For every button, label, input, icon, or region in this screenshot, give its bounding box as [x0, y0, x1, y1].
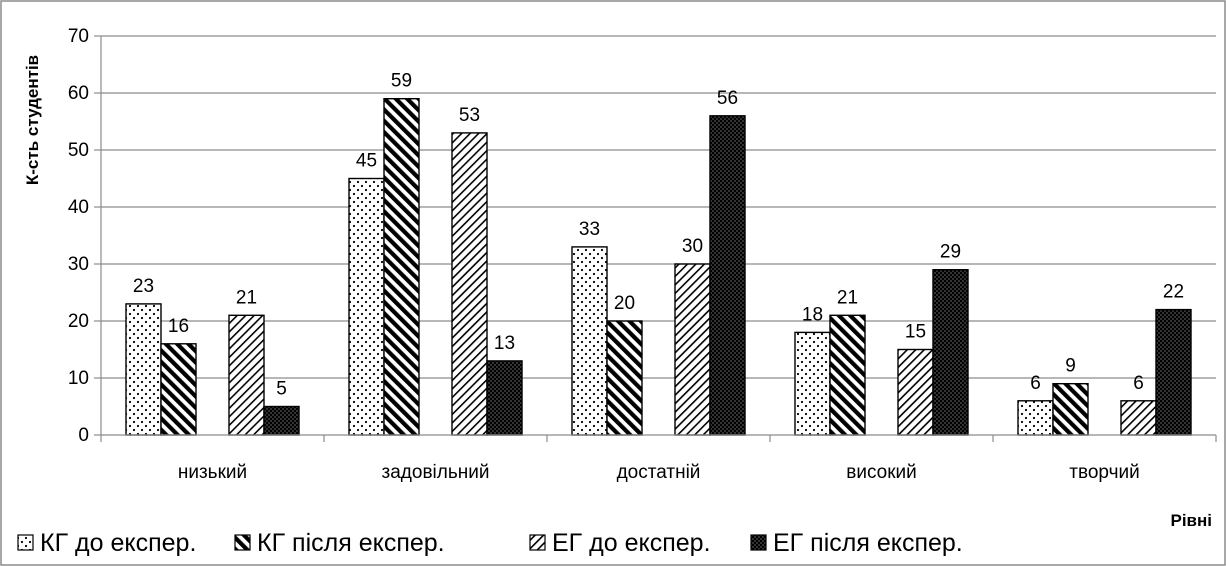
legend-label-eg-after: ЕГ після експер. [773, 529, 963, 557]
data-label: 21 [236, 287, 257, 308]
legend-swatch-eg-before [529, 534, 546, 551]
data-label: 20 [614, 293, 635, 314]
data-label: 33 [579, 219, 600, 240]
data-label: 53 [459, 105, 480, 126]
x-tick-label: високий [846, 462, 917, 483]
legend-swatch-kg-after [234, 534, 251, 551]
data-label: 15 [905, 322, 926, 343]
y-tick-label: 40 [68, 197, 89, 218]
bar-kg-before [571, 246, 608, 436]
y-tick-label: 70 [68, 26, 89, 47]
data-label: 18 [802, 304, 823, 325]
bar-eg-after [486, 360, 523, 436]
y-tick-label: 50 [68, 140, 89, 161]
data-label: 45 [356, 151, 377, 172]
bar-kg-after [1052, 383, 1089, 436]
y-tick-label: 60 [68, 83, 89, 104]
bar-kg-before [125, 303, 162, 436]
x-tick-label: низький [178, 462, 247, 483]
y-tick-label: 10 [68, 368, 89, 389]
bar-kg-after [606, 320, 643, 436]
bar-eg-before [897, 348, 934, 436]
bar-kg-before [794, 331, 831, 436]
bar-eg-before [228, 314, 265, 436]
x-axis-title: Рівні [1170, 511, 1212, 530]
bar-eg-before [451, 132, 488, 436]
bar-eg-after [1155, 308, 1192, 436]
bar-kg-after [383, 97, 420, 436]
legend-swatch-eg-after [750, 534, 767, 551]
x-tick-label: творчий [1069, 462, 1139, 483]
y-tick-label: 0 [78, 425, 89, 446]
data-label: 5 [276, 379, 287, 400]
bar-eg-after [263, 405, 300, 436]
x-tick-label: достатній [617, 462, 701, 483]
data-label: 6 [1030, 373, 1041, 394]
data-label: 21 [837, 287, 858, 308]
bar-eg-before [1120, 400, 1157, 436]
legend: КГ до експер. КГ після експер. ЕГ до експе… [17, 529, 963, 557]
data-label: 13 [494, 333, 515, 354]
legend-label-eg-before: ЕГ до експер. [552, 529, 711, 557]
data-label: 23 [133, 276, 154, 297]
x-tick-label: задовільний [382, 462, 490, 483]
bar-eg-after [932, 269, 969, 436]
data-label: 22 [1163, 282, 1184, 303]
legend-label-kg-after: КГ після експер. [257, 529, 445, 557]
data-label: 29 [940, 242, 961, 263]
data-label: 6 [1133, 373, 1144, 394]
y-axis-title: К-сть студентів [23, 55, 42, 185]
y-tick-label: 20 [68, 311, 89, 332]
y-tick-label: 30 [68, 254, 89, 275]
data-label: 16 [168, 316, 189, 337]
data-label: 9 [1065, 356, 1076, 377]
bar-eg-after [709, 115, 746, 436]
bar-kg-before [1017, 400, 1054, 436]
bar-kg-after [160, 343, 197, 436]
data-label: 59 [391, 71, 412, 92]
bar-kg-before [348, 177, 385, 436]
legend-swatch-kg-before [17, 534, 34, 551]
data-label: 56 [717, 88, 738, 109]
legend-label-kg-before: КГ до експер. [40, 529, 196, 557]
bar-kg-after [829, 314, 866, 436]
data-label: 30 [682, 236, 703, 257]
bar-eg-before [674, 263, 711, 436]
